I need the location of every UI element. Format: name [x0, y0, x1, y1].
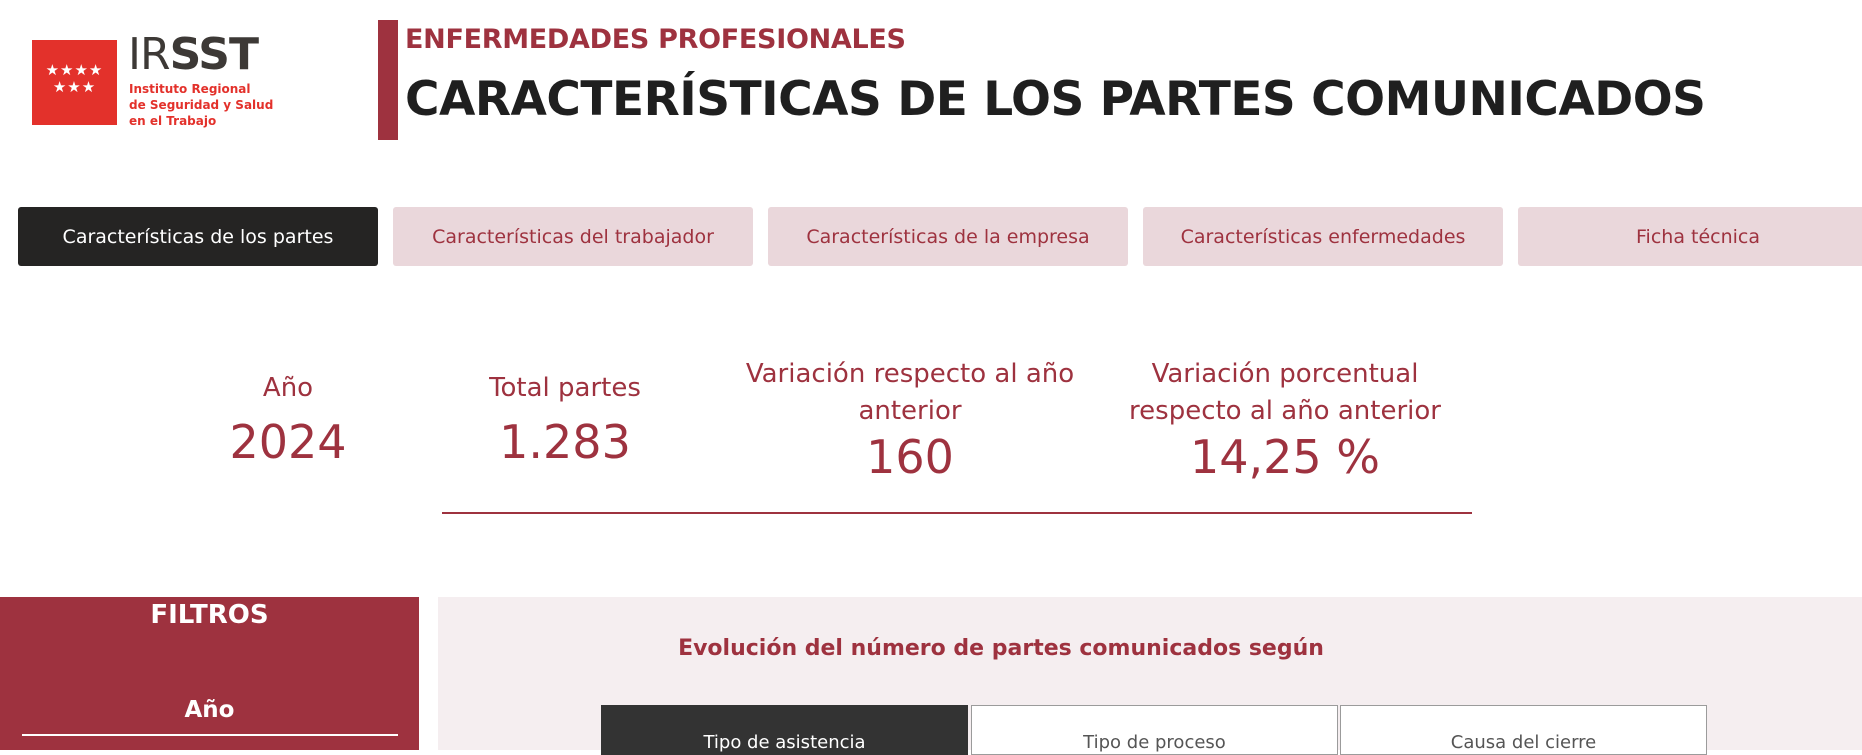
- filters-panel: [0, 597, 419, 750]
- kpi-value: 2024: [229, 415, 347, 469]
- logo-subtitle-line: en el Trabajo: [129, 114, 217, 128]
- tab-label: Ficha técnica: [1636, 225, 1760, 248]
- kpi-label: Variación porcentual: [1151, 359, 1419, 389]
- stars-row-top: ★★★★: [45, 61, 104, 79]
- tab-ficha-tecnica[interactable]: Ficha técnica: [1518, 207, 1862, 266]
- logo-wordmark-bold: SST: [169, 29, 259, 80]
- stars-icon: ★★★★ ★★★: [32, 62, 117, 96]
- tab-label: Características del trabajador: [432, 225, 714, 248]
- segment-label: Causa del cierre: [1450, 732, 1597, 753]
- tab-caracteristicas-enfermedades[interactable]: Características enfermedades: [1143, 207, 1503, 266]
- chart-panel-title: Evolución del número de partes comunicad…: [678, 636, 1324, 661]
- page-subtitle: ENFERMEDADES PROFESIONALES: [405, 24, 906, 55]
- logo-subtitle-line: Instituto Regional: [129, 82, 251, 96]
- kpi-label: respecto al año anterior: [1129, 396, 1441, 426]
- kpi-label: anterior: [858, 396, 962, 426]
- filters-title: FILTROS: [150, 600, 269, 630]
- logo-subtitle: Instituto Regional de Seguridad y Salud …: [129, 81, 279, 129]
- segment-label: Tipo de proceso: [1083, 732, 1226, 753]
- segment-tipo-asistencia[interactable]: Tipo de asistencia: [601, 705, 968, 755]
- kpi-total-partes: Total partes 1.283: [460, 370, 670, 469]
- kpi-variacion: Variación respecto al año anterior 160: [730, 356, 1090, 484]
- tab-label: Características enfermedades: [1180, 225, 1466, 248]
- logo-wordmark-light: IR: [128, 29, 171, 80]
- stars-row-bottom: ★★★: [52, 78, 97, 96]
- filter-year-underline: [22, 734, 398, 736]
- tab-caracteristicas-empresa[interactable]: Características de la empresa: [768, 207, 1128, 266]
- kpi-year: Año 2024: [188, 370, 388, 469]
- tab-caracteristicas-partes[interactable]: Características de los partes: [18, 207, 378, 266]
- kpi-divider: [442, 512, 1472, 514]
- segment-causa-cierre[interactable]: Causa del cierre: [1340, 705, 1707, 755]
- kpi-label: Total partes: [489, 373, 641, 403]
- segment-label: Tipo de asistencia: [703, 732, 866, 753]
- filter-year-label: Año: [184, 697, 235, 723]
- kpi-value: 14,25 %: [1189, 430, 1381, 484]
- logo-subtitle-line: de Seguridad y Salud: [129, 98, 274, 112]
- kpi-label: Año: [262, 373, 314, 403]
- page-title: CARACTERÍSTICAS DE LOS PARTES COMUNICADO…: [405, 72, 1706, 127]
- kpi-value: 160: [866, 430, 954, 484]
- logo-mark: ★★★★ ★★★: [32, 40, 117, 125]
- tab-label: Características de la empresa: [806, 225, 1090, 248]
- header-accent-bar: [378, 20, 398, 140]
- tab-label: Características de los partes: [62, 225, 334, 248]
- kpi-variacion-porcentual: Variación porcentual respecto al año ant…: [1120, 356, 1450, 484]
- kpi-value: 1.283: [499, 415, 631, 469]
- tab-caracteristicas-trabajador[interactable]: Características del trabajador: [393, 207, 753, 266]
- kpi-label: Variación respecto al año: [745, 359, 1075, 389]
- logo-wordmark: IRSST: [128, 29, 259, 80]
- segment-tipo-proceso[interactable]: Tipo de proceso: [971, 705, 1338, 755]
